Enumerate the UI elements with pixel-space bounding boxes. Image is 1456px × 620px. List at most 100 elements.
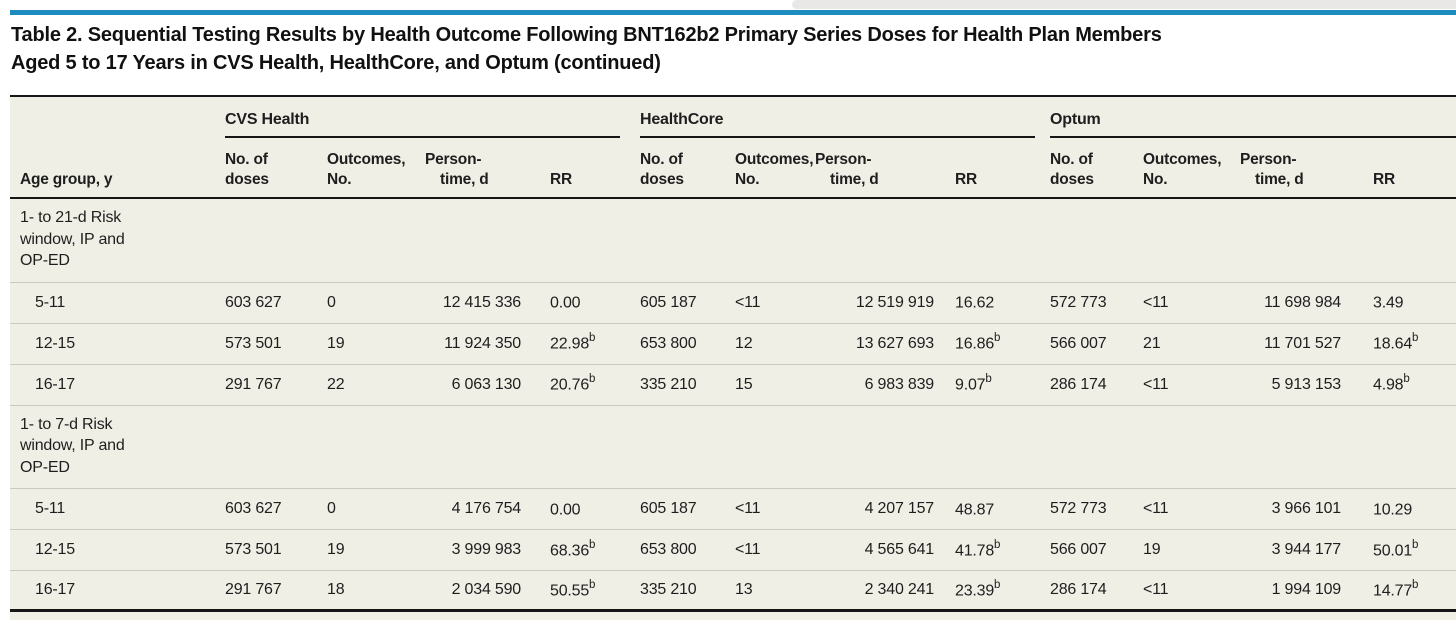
footnote-marker: b xyxy=(1403,373,1410,386)
optum-doses-cell: 286 174 xyxy=(1050,375,1107,393)
cvs-outcomes-cell: 0 xyxy=(327,500,336,517)
optum-rr-cell: 14.77b xyxy=(1373,578,1419,600)
hc-doses-cell: 605 187 xyxy=(640,293,697,311)
footnote-marker: b xyxy=(994,332,1001,345)
optum-rr-cell: 4.98b xyxy=(1373,373,1410,394)
optum-rr-cell: 3.49 xyxy=(1373,294,1404,312)
cvs-outcomes-cell: 22 xyxy=(327,375,345,393)
cvs-persontime-cell: 4 176 754 xyxy=(451,500,522,517)
optum-outcomes-cell: <11 xyxy=(1143,293,1169,311)
col-header-age-group: Age group, y xyxy=(20,170,113,188)
table-row-7d-16-17: 16-17 291 767 18 2 034 590 50.55b 335 21… xyxy=(10,571,1456,612)
group-header-cvs-health: CVS Health xyxy=(225,97,620,138)
table-row-21d-16-17: 16-17 291 767 22 6 063 130 20.76b 335 21… xyxy=(10,365,1456,406)
hc-persontime-cell: 6 983 839 xyxy=(864,375,935,393)
col-header-optum-doses: No. of doses xyxy=(1050,151,1094,188)
hc-doses-cell: 335 210 xyxy=(640,375,697,393)
col-header-optum-persontime: Person-time, d xyxy=(1240,151,1304,188)
results-table: CVS Health HealthCore Optum Age group, y… xyxy=(10,95,1456,620)
col-header-optum-outcomes: Outcomes, No. xyxy=(1143,151,1222,188)
hc-outcomes-cell: <11 xyxy=(735,293,761,311)
cvs-rr-cell: 22.98b xyxy=(550,332,596,353)
cvs-outcomes-cell: 19 xyxy=(327,334,345,352)
optum-outcomes-cell: 21 xyxy=(1143,334,1161,352)
optum-persontime-cell: 3 944 177 xyxy=(1271,541,1342,558)
hc-rr-cell: 48.87 xyxy=(955,501,995,519)
hc-rr-cell: 41.78b xyxy=(955,538,1001,560)
col-header-cvs-persontime: Person-time, d xyxy=(425,151,489,188)
age-group-cell: 5-11 xyxy=(35,293,66,311)
col-header-hc-outcomes: Outcomes, No. xyxy=(735,151,814,188)
group-header-row: CVS Health HealthCore Optum xyxy=(10,97,1456,138)
horizontal-scrollbar-thumb[interactable] xyxy=(792,0,1456,9)
age-group-cell: 12-15 xyxy=(35,541,75,558)
optum-doses-cell: 572 773 xyxy=(1050,293,1107,311)
age-group-cell: 5-11 xyxy=(35,500,66,517)
age-group-cell: 16-17 xyxy=(35,581,75,598)
table-row-21d-5-11: 5-11 603 627 0 12 415 336 0.00 605 187 <… xyxy=(10,283,1456,324)
footnote-marker: b xyxy=(1412,538,1419,551)
table-top-accent-rule xyxy=(10,10,1456,15)
section-header-7d: 1- to 7-d Risk window, IP and OP-ED xyxy=(10,406,1456,489)
optum-outcomes-cell: 19 xyxy=(1143,541,1161,558)
hc-outcomes-cell: 13 xyxy=(735,581,753,598)
cvs-rr-cell: 20.76b xyxy=(550,373,596,394)
table-title-line2: Aged 5 to 17 Years in CVS Health, Health… xyxy=(11,52,661,74)
hc-rr-cell: 23.39b xyxy=(955,578,1001,600)
table-row-7d-12-15: 12-15 573 501 19 3 999 983 68.36b 653 80… xyxy=(10,530,1456,571)
cvs-outcomes-cell: 19 xyxy=(327,541,345,558)
stub-spacer xyxy=(20,97,225,138)
cvs-doses-cell: 291 767 xyxy=(225,375,282,393)
section-header-21d: 1- to 21-d Risk window, IP and OP-ED xyxy=(10,199,1456,283)
hc-doses-cell: 653 800 xyxy=(640,334,697,352)
col-header-cvs-outcomes: Outcomes, No. xyxy=(327,151,406,188)
group-header-healthcore: HealthCore xyxy=(640,97,1035,138)
group-header-optum: Optum xyxy=(1050,97,1456,138)
cvs-doses-cell: 573 501 xyxy=(225,541,282,558)
age-group-cell: 16-17 xyxy=(35,375,75,393)
hc-doses-cell: 605 187 xyxy=(640,500,697,517)
col-header-hc-doses: No. of doses xyxy=(640,151,684,188)
hc-rr-cell: 16.86b xyxy=(955,332,1001,353)
col-header-optum-rr: RR xyxy=(1373,170,1395,188)
footnote-marker: b xyxy=(994,578,1001,591)
cvs-doses-cell: 291 767 xyxy=(225,581,282,598)
cvs-outcomes-cell: 0 xyxy=(327,293,336,311)
optum-rr-cell: 50.01b xyxy=(1373,538,1419,560)
cvs-persontime-cell: 6 063 130 xyxy=(451,375,522,393)
cvs-rr-cell: 68.36b xyxy=(550,538,596,560)
optum-persontime-cell: 3 966 101 xyxy=(1271,500,1342,517)
footnote-marker: b xyxy=(1412,578,1419,591)
table-row-7d-5-11: 5-11 603 627 0 4 176 754 0.00 605 187 <1… xyxy=(10,489,1456,530)
cvs-persontime-cell: 11 924 350 xyxy=(444,334,521,352)
hc-persontime-cell: 2 340 241 xyxy=(864,581,935,598)
age-group-cell: 12-15 xyxy=(35,334,75,352)
column-header-row: Age group, y No. of doses Outcomes, No. Pe… xyxy=(10,138,1456,199)
cvs-persontime-cell: 2 034 590 xyxy=(451,581,522,598)
col-header-hc-rr: RR xyxy=(955,170,977,188)
optum-persontime-cell: 1 994 109 xyxy=(1271,581,1342,598)
cvs-rr-cell: 50.55b xyxy=(550,578,596,600)
optum-doses-cell: 566 007 xyxy=(1050,541,1107,558)
footnote-marker: b xyxy=(1412,332,1419,345)
hc-rr-cell: 9.07b xyxy=(955,373,992,394)
cvs-persontime-cell: 12 415 336 xyxy=(442,293,521,311)
cvs-doses-cell: 603 627 xyxy=(225,293,282,311)
hc-doses-cell: 335 210 xyxy=(640,581,697,598)
hc-outcomes-cell: 15 xyxy=(735,375,753,393)
hc-persontime-cell: 4 565 641 xyxy=(864,541,935,558)
cvs-doses-cell: 573 501 xyxy=(225,334,282,352)
section-label: 1- to 21-d Risk window, IP and OP-ED xyxy=(20,209,125,269)
optum-rr-cell: 18.64b xyxy=(1373,332,1419,353)
footnote-marker: b xyxy=(985,373,992,386)
cvs-rr-cell: 0.00 xyxy=(550,294,581,312)
hc-persontime-cell: 4 207 157 xyxy=(864,500,935,517)
hc-outcomes-cell: 12 xyxy=(735,334,753,352)
col-header-cvs-rr: RR xyxy=(550,170,572,188)
col-header-hc-persontime: Person-time, d xyxy=(815,151,879,188)
table-title-line1: Table 2. Sequential Testing Results by H… xyxy=(11,24,1162,46)
optum-doses-cell: 566 007 xyxy=(1050,334,1107,352)
footnote-marker: b xyxy=(589,332,596,345)
optum-doses-cell: 572 773 xyxy=(1050,500,1107,517)
